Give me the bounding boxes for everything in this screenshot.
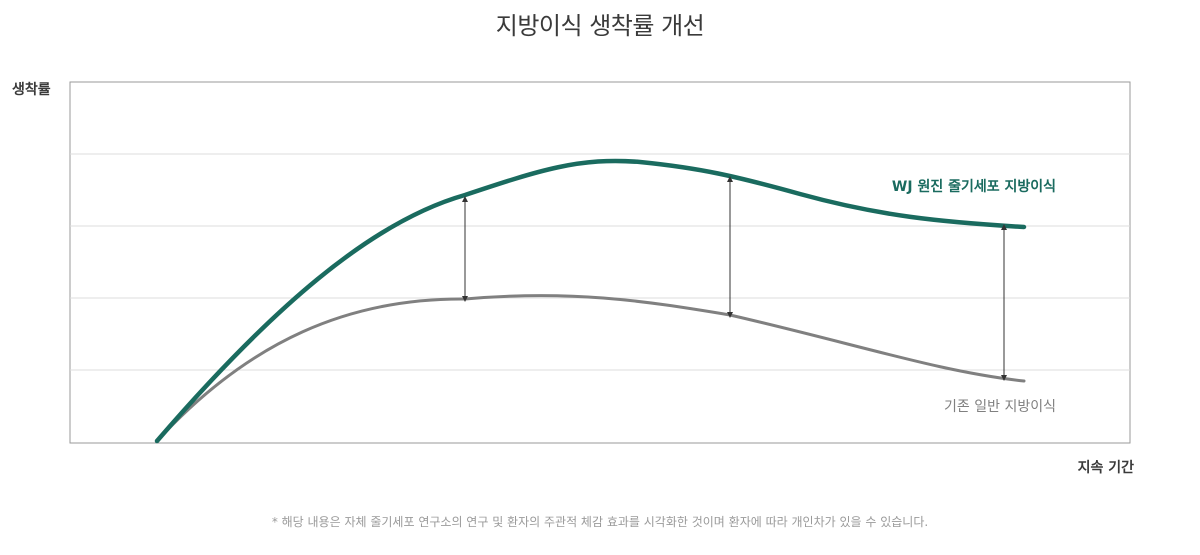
chart-title: 지방이식 생착률 개선 <box>495 12 705 40</box>
series-line-conventional <box>155 294 1026 443</box>
plot-frame <box>69 81 1131 444</box>
series-label-stemcell: WJ 원진 줄기세포 지방이식 <box>892 178 1056 195</box>
footnote: * 해당 내용은 자체 줄기세포 연구소의 연구 및 환자의 주관적 체감 효과… <box>271 515 929 529</box>
series-line-stemcell <box>154 158 1027 444</box>
y-axis-label: 생착률 <box>12 82 51 98</box>
series-label-conventional: 기존 일반 지방이식 <box>944 399 1056 415</box>
x-axis-label: 지속 기간 <box>1077 460 1134 476</box>
